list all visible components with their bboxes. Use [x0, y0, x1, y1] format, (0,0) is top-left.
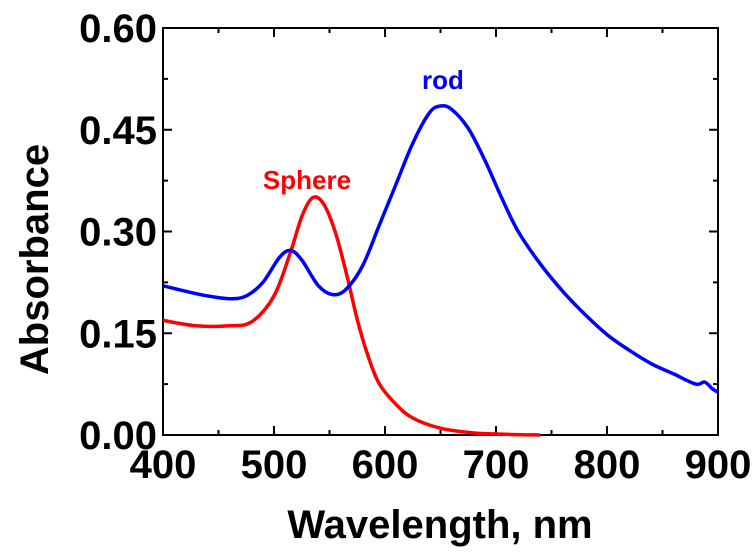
series-labels: Sphere rod [263, 65, 464, 195]
x-tick-label: 500 [241, 443, 308, 487]
series-line-rod [162, 104, 719, 394]
x-tick-label: 700 [463, 443, 530, 487]
series-group [162, 104, 719, 437]
y-tick-label: 0.15 [79, 312, 157, 356]
tick-labels: 400 500 600 700 800 900 0.00 0.15 0.30 0.45 0.60 [79, 7, 751, 487]
series-label-sphere: Sphere [263, 165, 351, 195]
y-axis-title: Absorbance [13, 144, 57, 375]
series-line-sphere [162, 195, 541, 437]
x-tick-label: 900 [685, 443, 752, 487]
y-tick-label: 0.60 [79, 7, 157, 51]
x-tick-label: 800 [574, 443, 641, 487]
y-tick-label: 0.30 [79, 211, 157, 255]
y-tick-label: 0.45 [79, 109, 157, 153]
x-tick-label: 600 [352, 443, 419, 487]
series-label-rod: rod [422, 65, 464, 95]
y-tick-label: 0.00 [79, 414, 157, 458]
x-axis-title: Wavelength, nm [287, 503, 592, 547]
x-tick-label: 400 [130, 443, 197, 487]
